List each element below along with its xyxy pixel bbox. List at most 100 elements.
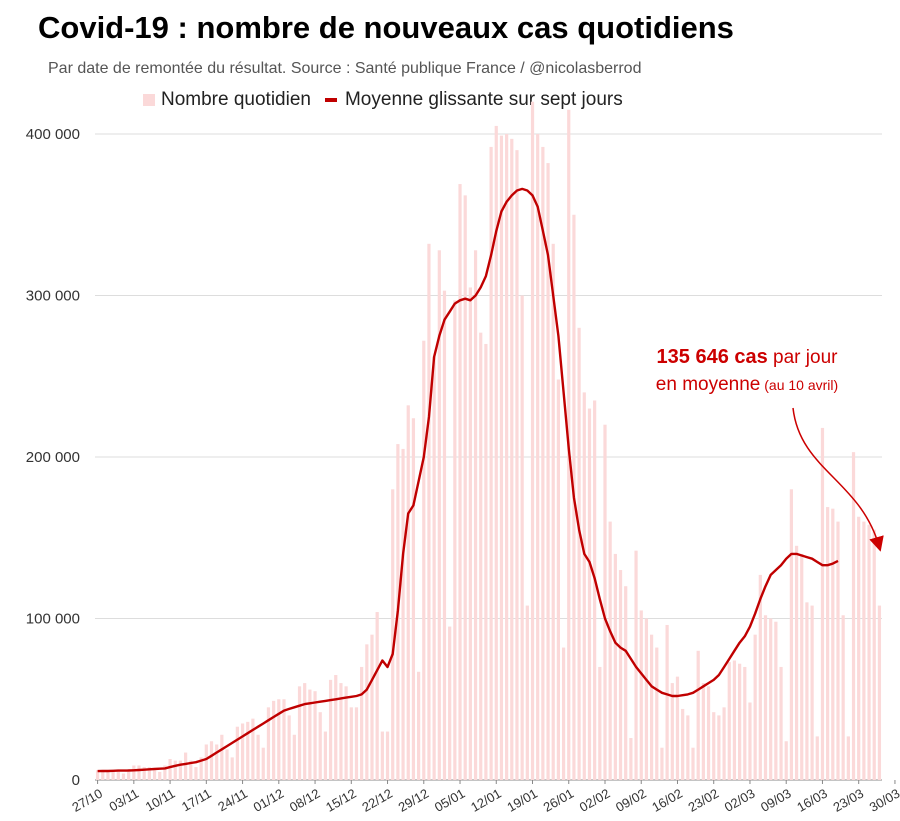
daily-bar xyxy=(732,660,737,780)
daily-bar xyxy=(784,741,788,780)
y-tick-label: 0 xyxy=(72,772,80,789)
x-tick-label: 05/01 xyxy=(432,786,468,815)
daily-bar xyxy=(142,767,146,780)
x-tick-label: 24/11 xyxy=(215,786,250,815)
daily-bar xyxy=(473,250,478,780)
daily-bar xyxy=(251,718,255,780)
daily-bar xyxy=(168,759,172,780)
daily-bar xyxy=(127,771,131,780)
x-tick-label: 08/12 xyxy=(287,786,323,815)
daily-bar xyxy=(712,712,716,780)
daily-bar xyxy=(877,605,882,780)
daily-bar xyxy=(722,707,726,780)
x-tick-label: 03/11 xyxy=(106,786,141,815)
daily-bar xyxy=(494,125,498,781)
x-tick-label: 23/03 xyxy=(831,786,867,815)
daily-bar xyxy=(727,662,731,780)
daily-bar xyxy=(862,521,866,780)
daily-bar xyxy=(520,295,524,780)
x-tick-label: 16/02 xyxy=(649,786,685,815)
daily-bar xyxy=(256,734,260,780)
daily-bar xyxy=(826,507,830,780)
legend-bars-label: Nombre quotidien xyxy=(161,89,311,110)
daily-bar xyxy=(644,618,649,780)
daily-bar xyxy=(385,731,390,780)
daily-bar xyxy=(655,647,659,780)
daily-bar xyxy=(375,612,379,780)
x-tick-label: 01/12 xyxy=(251,786,287,815)
daily-bar xyxy=(442,290,447,780)
daily-bar xyxy=(132,765,136,780)
daily-bar xyxy=(277,699,281,780)
annotation-value: 135 646 cas xyxy=(656,346,768,368)
daily-bar xyxy=(349,707,353,780)
x-tick-label: 19/01 xyxy=(504,786,540,815)
daily-bar xyxy=(204,744,208,780)
daily-bar xyxy=(546,163,550,780)
daily-bar xyxy=(147,767,151,780)
y-axis: 0 100 000 200 000 300 000 400 000 xyxy=(26,126,80,789)
moving-average-line xyxy=(97,187,839,773)
daily-bar xyxy=(867,524,871,780)
x-tick-label: 15/12 xyxy=(323,786,359,815)
daily-bar xyxy=(686,715,690,780)
daily-bar xyxy=(851,452,856,780)
chart-subtitle: Par date de remontée du résultat. Source… xyxy=(48,60,642,77)
daily-bar xyxy=(758,574,762,780)
daily-bar xyxy=(303,683,307,780)
daily-bar xyxy=(272,700,276,780)
daily-bar xyxy=(282,699,286,780)
daily-bar xyxy=(789,489,793,780)
daily-bar xyxy=(453,300,457,780)
daily-bar xyxy=(432,356,436,780)
daily-bar xyxy=(121,773,126,780)
daily-bar xyxy=(608,521,612,780)
annotation: 135 646 cas par jour en moyenne (au 10 a… xyxy=(612,344,882,399)
daily-bar xyxy=(624,586,628,780)
annotation-date: (au 10 avril) xyxy=(760,377,839,393)
chart-title: Covid-19 : nombre de nouveaux cas quotid… xyxy=(38,10,734,45)
x-tick-label: 23/02 xyxy=(686,786,722,815)
x-tick-label: 29/12 xyxy=(396,786,432,815)
x-tick-label: 02/03 xyxy=(722,786,758,815)
daily-bar xyxy=(525,605,529,780)
annotation-line1: par jour xyxy=(767,347,838,368)
legend: Nombre quotidien Moyenne glissante sur s… xyxy=(143,89,623,111)
daily-bar xyxy=(556,379,561,780)
daily-bar xyxy=(458,184,462,780)
daily-bar xyxy=(261,747,265,780)
daily-bar xyxy=(240,723,245,780)
daily-bar xyxy=(489,146,493,781)
x-tick-label: 26/01 xyxy=(541,786,577,815)
daily-bar xyxy=(246,721,250,780)
daily-bar xyxy=(344,686,348,780)
daily-bar xyxy=(675,676,680,780)
daily-bar xyxy=(313,691,317,780)
daily-bar xyxy=(287,715,291,780)
daily-bar xyxy=(810,605,814,780)
x-tick-label: 02/02 xyxy=(577,786,613,815)
daily-bar xyxy=(681,708,685,780)
daily-bar xyxy=(515,150,519,780)
daily-bar xyxy=(101,771,105,780)
daily-bar xyxy=(116,770,120,780)
daily-bar xyxy=(422,340,426,780)
daily-bar xyxy=(297,686,302,780)
daily-bar xyxy=(618,570,623,780)
daily-bar xyxy=(774,621,778,780)
daily-bar xyxy=(106,771,110,780)
daily-bar xyxy=(406,405,410,780)
daily-bar xyxy=(448,626,452,780)
daily-bar xyxy=(152,770,157,780)
daily-bar xyxy=(468,287,472,780)
daily-bar xyxy=(753,634,757,780)
daily-bar xyxy=(649,634,654,780)
daily-bar xyxy=(437,250,441,780)
daily-bar xyxy=(318,712,322,780)
daily-bar xyxy=(199,757,203,780)
daily-bar xyxy=(706,686,711,780)
daily-bar xyxy=(209,741,214,780)
daily-bar xyxy=(484,343,488,780)
y-tick-label: 200 000 xyxy=(26,449,80,466)
daily-bar xyxy=(593,400,597,780)
